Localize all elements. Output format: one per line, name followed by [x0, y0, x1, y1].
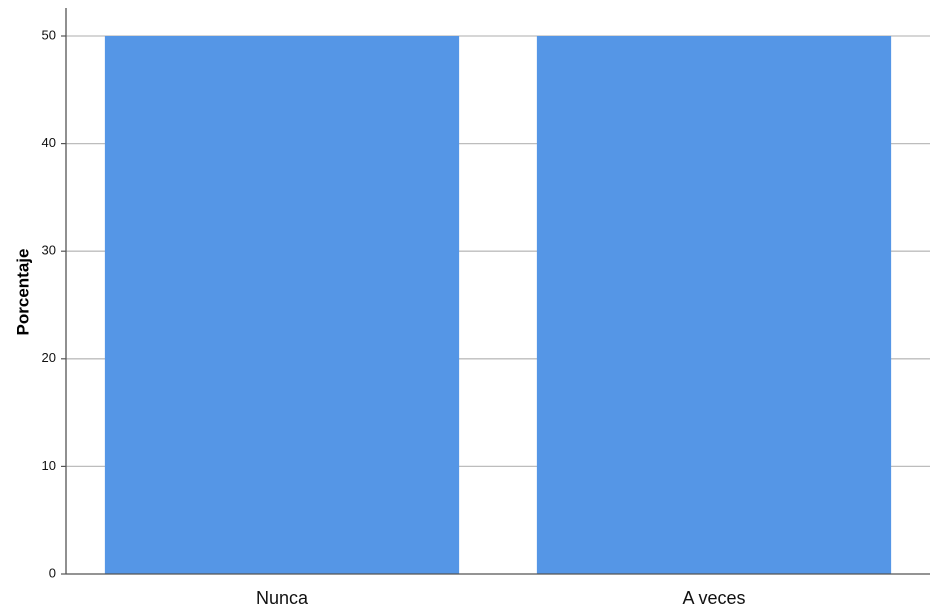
- x-tick-labels: Nunca A veces: [256, 588, 746, 608]
- axes: [65, 8, 930, 575]
- y-tick-label-20: 20: [42, 350, 56, 365]
- bar-a-veces: [536, 36, 892, 574]
- bars: [104, 36, 892, 574]
- x-tick-label-nunca: Nunca: [256, 588, 309, 608]
- x-tick-label-a-veces: A veces: [682, 588, 745, 608]
- y-ticks: 0 10 20 30 40 50: [42, 27, 66, 580]
- y-tick-label-50: 50: [42, 27, 56, 42]
- y-tick-label-40: 40: [42, 135, 56, 150]
- y-tick-label-30: 30: [42, 243, 56, 258]
- bar-nunca: [104, 36, 460, 574]
- y-tick-label-10: 10: [42, 458, 56, 473]
- y-axis-title: Porcentaje: [13, 249, 32, 336]
- y-tick-label-0: 0: [49, 565, 56, 580]
